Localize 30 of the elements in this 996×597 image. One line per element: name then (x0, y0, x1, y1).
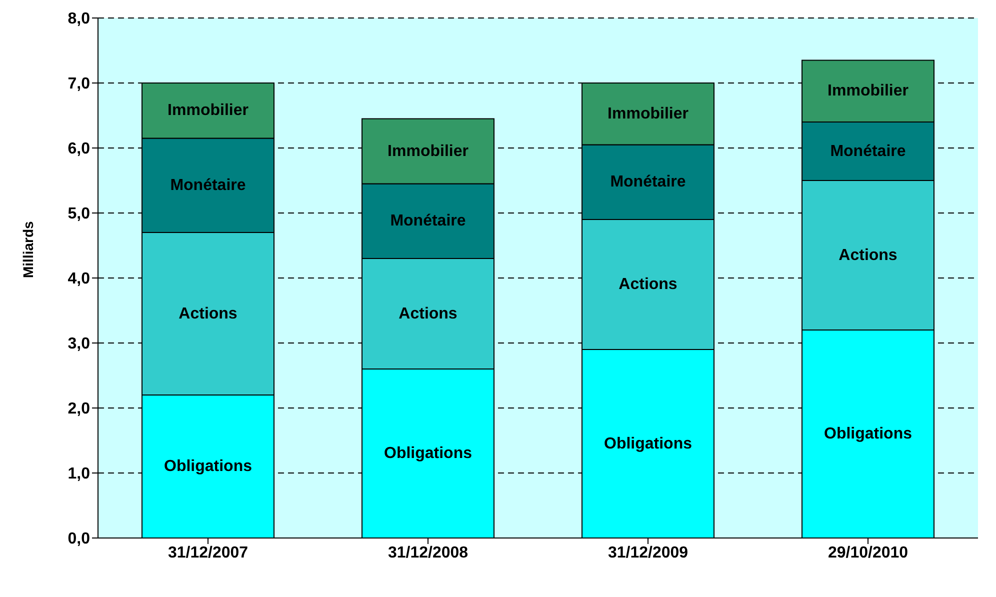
y-axis-title: Milliards (20, 220, 36, 278)
text: Actions (838, 246, 898, 264)
y-tick-label: 3,0 (68, 336, 90, 353)
text: Actions (398, 305, 458, 322)
x-tick-label: 31/12/2007 (168, 544, 248, 562)
text: Actions (178, 305, 238, 322)
series-label: Actions (618, 276, 678, 293)
x-tick-label: 29/10/2010 (828, 544, 908, 562)
x-tick-label: 31/12/2008 (388, 544, 468, 562)
text: Immobilier (388, 142, 468, 160)
y-tick-label: 5,0 (68, 206, 90, 223)
text: Monétaire (390, 212, 466, 230)
series-label: Monétaire (830, 142, 906, 160)
text: Obligations (604, 435, 692, 452)
series-label: Immobilier (168, 102, 248, 120)
text: Obligations (824, 426, 912, 442)
y-tick-label: 2,0 (68, 400, 90, 418)
text: Monétaire (610, 174, 686, 191)
text: Obligations (384, 445, 472, 462)
text: Immobilier (828, 82, 908, 100)
y-tick-label: 8,0 (68, 10, 90, 28)
series-label: Obligations (164, 458, 252, 475)
text: Monétaire (170, 176, 246, 194)
text: Immobilier (608, 105, 688, 122)
y-tick-label: 7,0 (68, 76, 90, 93)
y-tick-label: 4,0 (68, 270, 90, 288)
x-tick-label: 31/12/2009 (608, 544, 688, 562)
y-tick-label: 0,0 (68, 530, 90, 548)
y-tick-label: 1,0 (68, 466, 90, 483)
y-tick-label: 6,0 (68, 140, 90, 158)
